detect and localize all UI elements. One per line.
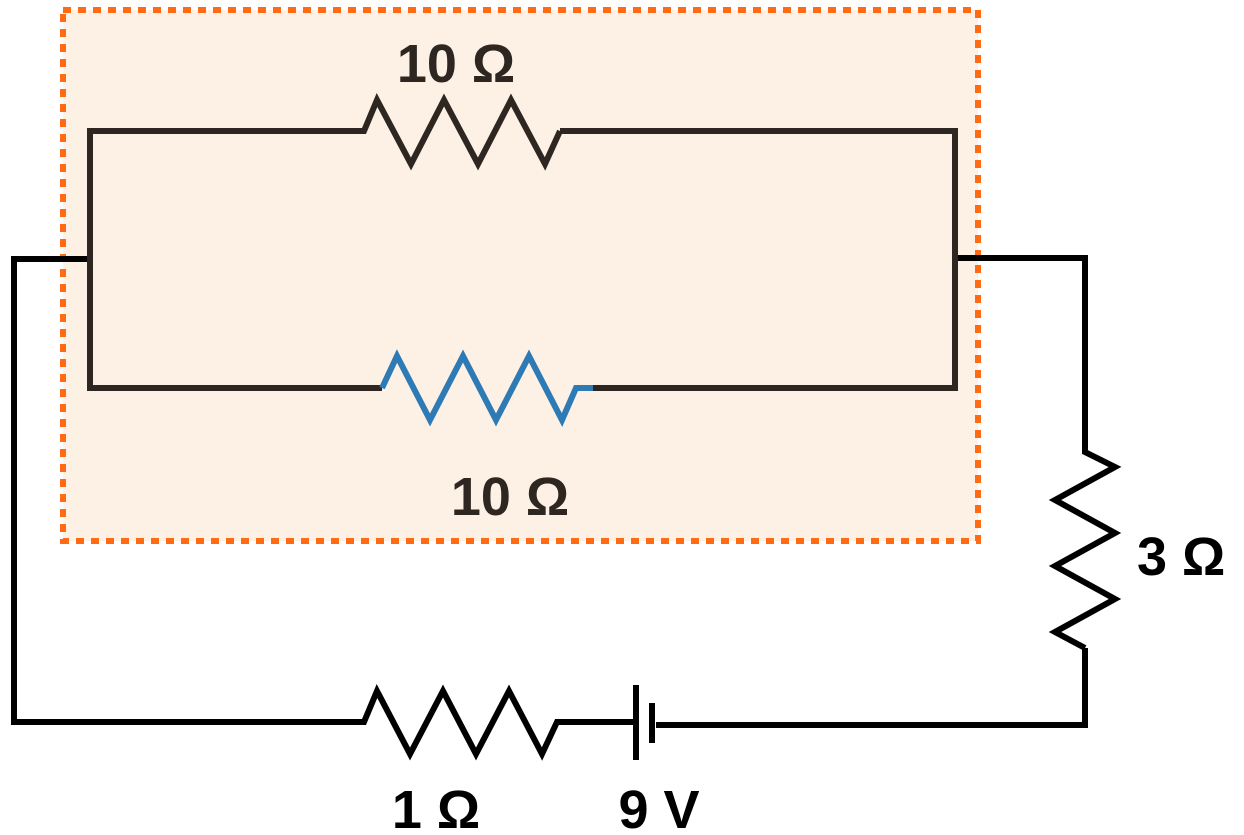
parallel-wires — [87, 128, 958, 391]
parallel-top-branch-wire — [87, 128, 382, 391]
top-resistor — [333, 93, 563, 171]
top-resistor-label: 10 Ω — [397, 34, 515, 94]
parallel-right-branch-wire — [560, 128, 958, 391]
left-wire — [11, 256, 340, 725]
outer-wires — [11, 255, 1088, 728]
right-top-wire — [955, 255, 1088, 425]
right-resistor — [1048, 425, 1122, 651]
battery-symbol — [633, 685, 655, 760]
bottom-series-resistor — [340, 683, 636, 761]
right-resistor-label: 3 Ω — [1137, 527, 1225, 587]
bottom-resistor-label: 10 Ω — [451, 467, 569, 527]
bottom-right-wire — [656, 648, 1088, 728]
bottom-resistor — [379, 349, 593, 427]
parallel-group-box — [60, 7, 981, 544]
bottom-series-resistor-label: 1 Ω — [392, 780, 480, 835]
battery-label: 9 V — [618, 780, 699, 835]
